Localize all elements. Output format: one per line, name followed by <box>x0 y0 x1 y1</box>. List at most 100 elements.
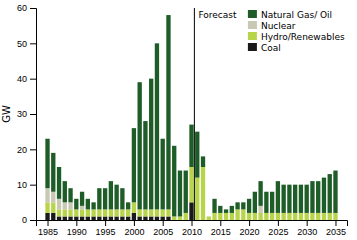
legend-label: Natural Gas/ Oil <box>261 10 332 20</box>
bar <box>333 213 337 220</box>
bar <box>74 216 78 220</box>
bar <box>293 213 297 220</box>
bar <box>201 167 205 220</box>
tick: 1995 <box>96 220 116 237</box>
bar <box>86 209 90 216</box>
tick-mark <box>307 220 308 226</box>
bar <box>57 199 61 210</box>
bar <box>258 206 262 213</box>
bar <box>138 216 142 220</box>
tick-mark <box>30 79 36 80</box>
bar <box>276 181 280 213</box>
bar <box>161 216 165 220</box>
bar <box>109 209 113 216</box>
bar <box>114 185 118 210</box>
bar <box>109 216 113 220</box>
tick: 2035 <box>326 220 346 237</box>
bar <box>195 178 199 220</box>
legend-swatch <box>248 43 257 51</box>
bar <box>310 181 314 213</box>
forecast-line <box>194 8 195 220</box>
tick-mark <box>48 220 49 226</box>
bar <box>189 202 193 220</box>
bar <box>322 213 326 220</box>
tick-label: 2015 <box>211 227 231 237</box>
bar <box>328 213 332 220</box>
legend-item: Nuclear <box>248 21 296 31</box>
bar <box>138 209 142 216</box>
bar <box>276 213 280 220</box>
bar <box>74 209 78 216</box>
bar <box>126 202 130 209</box>
bar <box>103 216 107 220</box>
bar <box>86 199 90 210</box>
tick: 2005 <box>153 220 173 237</box>
bar <box>103 188 107 209</box>
bar <box>184 171 188 213</box>
tick-mark <box>30 8 36 9</box>
tick: 1990 <box>67 220 87 237</box>
bar <box>68 209 72 216</box>
tick-mark <box>30 43 36 44</box>
tick: 40 <box>17 74 36 84</box>
tick: 60 <box>17 3 36 13</box>
tick-mark <box>105 220 106 226</box>
bar <box>74 199 78 210</box>
tick: 2010 <box>182 220 202 237</box>
legend-item: Natural Gas/ Oil <box>248 10 332 20</box>
bar <box>299 185 303 213</box>
y-axis: 0102030405060 <box>17 3 37 225</box>
bar <box>120 216 124 220</box>
bar <box>97 209 101 216</box>
bar <box>68 188 72 202</box>
bar <box>328 174 332 213</box>
tick-label: 2005 <box>153 227 173 237</box>
bar <box>45 213 49 220</box>
bar <box>218 206 222 213</box>
bar <box>270 192 274 213</box>
bar <box>264 213 268 220</box>
bar <box>258 213 262 220</box>
bar <box>143 216 147 220</box>
bar <box>120 209 124 216</box>
bar <box>189 167 193 202</box>
tick-label: 2025 <box>268 227 288 237</box>
bar <box>126 216 130 220</box>
annotation: Forecast <box>198 10 237 20</box>
bar <box>86 216 90 220</box>
bar <box>178 216 182 220</box>
legend: Natural Gas/ OilNuclearHydro/RenewablesC… <box>248 10 345 53</box>
bar <box>247 199 251 213</box>
tick-label: 2030 <box>297 227 317 237</box>
tick: 2025 <box>268 220 288 237</box>
bar <box>247 213 251 220</box>
tick: 20 <box>17 145 36 155</box>
chart: 1985199019952000200520102015202020252030… <box>0 0 357 240</box>
legend-swatch <box>248 21 257 29</box>
bar <box>253 213 257 220</box>
bar <box>80 209 84 216</box>
bar <box>172 146 176 217</box>
bar <box>45 188 49 202</box>
bar <box>132 128 136 202</box>
bar <box>149 209 153 216</box>
tick-label: 2000 <box>124 227 144 237</box>
bar <box>235 209 239 220</box>
bar <box>68 202 72 209</box>
bar <box>149 216 153 220</box>
bar <box>97 216 101 220</box>
tick-label: 2035 <box>326 227 346 237</box>
axis-line <box>30 9 37 221</box>
bar <box>212 213 216 220</box>
bar <box>63 181 67 202</box>
bar <box>57 209 61 216</box>
bar <box>264 192 268 213</box>
bar <box>51 213 55 220</box>
legend-label: Coal <box>261 43 281 53</box>
bar <box>143 209 147 216</box>
bar <box>287 185 291 213</box>
tick-label: 50 <box>17 39 27 49</box>
bar <box>166 216 170 220</box>
bar <box>51 192 55 203</box>
bar <box>114 216 118 220</box>
